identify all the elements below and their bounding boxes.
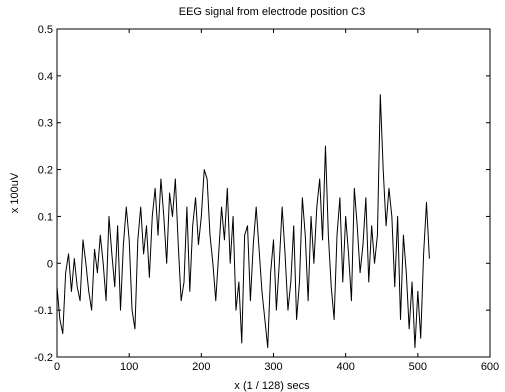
y-tick-label: 0.3 [38,118,53,130]
y-tick-label: 0 [47,258,53,270]
x-axis-ticks: 0 100 200 300 400 500 600 [54,29,499,373]
series-group [56,94,430,349]
y-tick-label: -0.2 [34,352,53,364]
x-tick-label: 0 [54,361,60,373]
x-tick-label: 100 [120,361,138,373]
plot-area [56,28,491,358]
y-axis-ticks: -0.2 -0.1 0 0.1 0.2 0.3 0.4 0.5 [34,24,490,364]
y-tick-label: 0.1 [38,211,53,223]
x-axis-label: x (1 / 128) secs [234,380,310,392]
x-tick-label: 200 [192,361,210,373]
x-tick-label: 300 [264,361,282,373]
y-tick-label: 0.2 [38,165,53,177]
chart-title: EEG signal from electrode position C3 [179,6,365,18]
y-tick-label: 0.5 [38,24,53,36]
x-tick-label: 500 [409,361,427,373]
x-tick-label: 400 [336,361,354,373]
x-tick-label: 600 [481,361,499,373]
eeg-signal-line [56,94,430,349]
y-tick-label: -0.1 [34,305,53,317]
y-axis-label: x 100uV [9,172,21,213]
y-tick-label: 0.4 [38,71,53,83]
